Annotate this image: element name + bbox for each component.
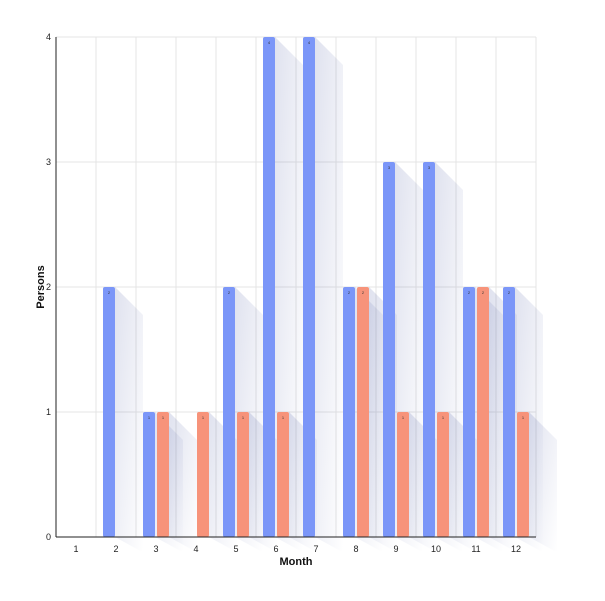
bar — [303, 37, 315, 537]
bar — [237, 412, 249, 537]
x-tick-label: 10 — [431, 544, 441, 554]
bar-data-label: 2 — [348, 290, 351, 295]
bar-data-label: 1 — [148, 415, 151, 420]
bar-data-label: 3 — [428, 165, 431, 170]
x-tick-label: 5 — [233, 544, 238, 554]
bar — [423, 162, 435, 537]
y-axis-title: Persons — [35, 265, 47, 308]
bar-data-label: 1 — [282, 415, 285, 420]
bar-data-label: 2 — [482, 290, 485, 295]
bar — [357, 287, 369, 537]
bar — [463, 287, 475, 537]
x-tick-labels: 1 2 3 4 5 6 7 8 9 10 11 12 — [73, 544, 521, 554]
bar — [223, 287, 235, 537]
bar-shadows — [115, 37, 557, 553]
bar-data-label: 1 — [242, 415, 245, 420]
bar-data-label: 2 — [468, 290, 471, 295]
bar — [437, 412, 449, 537]
bar-data-label: 1 — [162, 415, 165, 420]
bar-shadow — [529, 412, 557, 553]
bar-data-label: 1 — [202, 415, 205, 420]
bar — [197, 412, 209, 537]
x-tick-label: 11 — [471, 544, 480, 554]
bar-data-label: 2 — [362, 290, 365, 295]
bar — [383, 162, 395, 537]
bar-shadow — [115, 287, 143, 553]
x-axis-title: Month — [280, 556, 313, 568]
bar-shadow — [169, 412, 197, 553]
bar-data-label: 3 — [388, 165, 391, 170]
bar — [277, 412, 289, 537]
y-tick-label: 3 — [46, 157, 51, 167]
bar — [103, 287, 115, 537]
axes — [55, 37, 536, 538]
x-tick-label: 4 — [193, 544, 198, 554]
bar — [503, 287, 515, 537]
bar-data-label: 1 — [402, 415, 405, 420]
bar-data-label: 4 — [268, 40, 271, 45]
bar — [397, 412, 409, 537]
bar-data-label: 2 — [228, 290, 231, 295]
x-tick-label: 7 — [313, 544, 318, 554]
bar-data-label: 1 — [522, 415, 525, 420]
bar — [343, 287, 355, 537]
x-tick-label: 3 — [153, 544, 158, 554]
x-tick-label: 6 — [273, 544, 278, 554]
x-tick-label: 8 — [353, 544, 358, 554]
bar — [143, 412, 155, 537]
bar — [477, 287, 489, 537]
bar-data-label: 4 — [308, 40, 311, 45]
y-tick-label: 2 — [46, 282, 51, 292]
x-tick-label: 9 — [393, 544, 398, 554]
bar-shadow — [315, 37, 343, 553]
y-tick-label: 4 — [46, 32, 51, 42]
x-tick-label: 1 — [73, 544, 78, 554]
bar — [157, 412, 169, 537]
bar-data-label: 2 — [108, 290, 111, 295]
bar — [517, 412, 529, 537]
x-tick-label: 2 — [113, 544, 118, 554]
y-tick-labels: 0 1 2 3 4 — [46, 32, 51, 542]
bars: 2 1 2 4 4 2 3 3 2 2 1 1 1 1 2 1 1 2 1 — [103, 37, 529, 537]
y-tick-label: 0 — [46, 532, 51, 542]
bar-data-label: 2 — [508, 290, 511, 295]
bar — [263, 37, 275, 537]
x-tick-label: 12 — [511, 544, 521, 554]
bar-data-label: 1 — [442, 415, 445, 420]
y-tick-label: 1 — [46, 407, 51, 417]
